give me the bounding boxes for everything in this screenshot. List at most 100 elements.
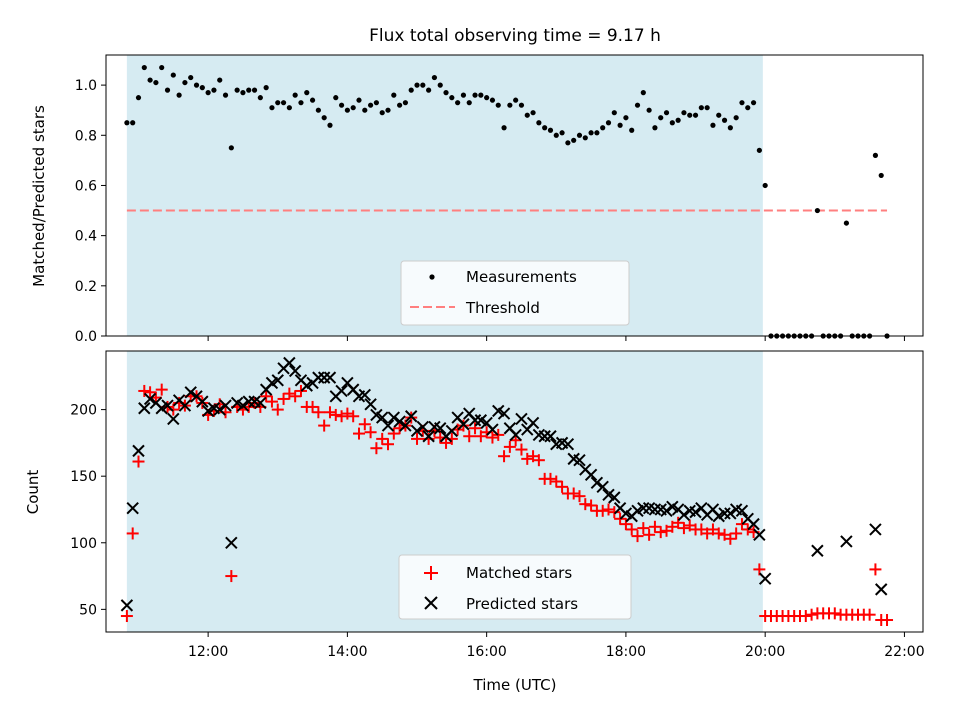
measurement-point <box>280 100 287 106</box>
matched-star-point <box>619 518 632 531</box>
matched-star-point <box>579 498 592 511</box>
measurement-point <box>397 102 403 108</box>
matched-star-point <box>648 520 661 533</box>
matched-star-point <box>753 563 766 576</box>
top-y-ticks: 0.0 0.2 0.4 0.6 0.8 1.0 <box>75 78 106 345</box>
measurement-point <box>373 100 379 106</box>
predicted-star-point <box>399 419 412 432</box>
matched-star-point <box>155 383 168 396</box>
matched-star-point <box>643 528 656 541</box>
measurement-point <box>240 90 246 96</box>
predicted-star-point <box>405 410 418 423</box>
bottom-panel: 50 100 150 200 12:00 14:00 16:00 18:00 20:00 22:… <box>24 350 925 694</box>
measurement-point <box>292 92 298 98</box>
matched-star-point <box>602 503 615 516</box>
predicted-star-point <box>161 399 174 412</box>
matched-star-point <box>503 440 516 453</box>
predicted-star-point <box>254 396 267 410</box>
measurement-point <box>652 125 658 131</box>
matched-star-point <box>741 523 754 536</box>
predicted-star-point <box>381 419 395 432</box>
predicted-star-point <box>486 423 499 436</box>
matched-star-point <box>341 407 354 420</box>
predicted-star-point <box>242 395 255 408</box>
predicted-star-point <box>648 503 662 516</box>
matched-star-point <box>294 384 307 397</box>
measurement-point <box>542 125 548 131</box>
matched-star-point <box>828 607 841 620</box>
measurement-point <box>246 87 252 93</box>
measurement-point <box>286 105 292 111</box>
matched-star-point <box>469 422 482 435</box>
measurement-point <box>327 122 333 128</box>
predicted-star-point <box>544 430 557 443</box>
measurement-point <box>733 115 739 121</box>
measurement-point <box>507 102 513 108</box>
measurement-point <box>617 122 623 128</box>
matched-star-point <box>654 526 667 539</box>
measurement-point <box>692 112 699 118</box>
measurement-point <box>356 97 362 103</box>
predicted-star-point <box>323 371 337 384</box>
bottom-y-ticks: 50 100 150 200 <box>70 403 106 618</box>
bottom-legend: Matched stars Predicted stars <box>398 554 632 620</box>
measurement-point <box>518 102 525 108</box>
y-tick-label: 150 <box>70 469 97 485</box>
matched-star-point <box>329 408 342 421</box>
predicted-star-point <box>660 504 673 518</box>
measurement-point <box>582 135 588 141</box>
predicted-stars-points <box>120 356 888 612</box>
measurement-point <box>124 120 130 126</box>
matched-star-point <box>347 410 360 423</box>
predicted-stars-legend-marker <box>424 596 438 610</box>
measurement-point <box>437 82 443 88</box>
measurement-point <box>559 130 565 136</box>
predicted-star-point <box>497 407 511 420</box>
measurement-point <box>478 92 484 98</box>
measurement-point <box>147 77 153 83</box>
top-panel: 0.0 0.2 0.4 0.6 0.8 1.0 Matched/Predicted sta… <box>30 54 924 345</box>
y-tick-label: 50 <box>79 602 97 618</box>
measurement-point <box>716 112 722 118</box>
predicted-star-point <box>364 398 377 411</box>
predicted-star-point <box>434 422 447 435</box>
matched-star-point <box>144 386 157 399</box>
measurement-point <box>362 107 368 113</box>
matched-star-point <box>411 432 424 445</box>
threshold-legend-label: Threshold <box>465 299 540 317</box>
measurement-point <box>333 95 339 101</box>
measurement-point <box>431 74 438 81</box>
predicted-star-point <box>608 491 621 504</box>
measurement-point <box>269 105 275 111</box>
predicted-star-point <box>312 371 325 384</box>
measurement-point <box>553 132 559 138</box>
y-tick-label: 0.4 <box>75 229 97 245</box>
measurement-point <box>408 87 414 93</box>
x-tick-label: 22:00 <box>884 644 924 660</box>
measurement-point <box>640 90 646 96</box>
measurement-point <box>530 110 536 116</box>
matched-star-point <box>573 490 586 503</box>
measurement-point <box>623 115 629 121</box>
measurement-point <box>182 79 188 86</box>
x-tick-label: 14:00 <box>327 644 367 660</box>
measurement-point <box>588 130 594 136</box>
measurement-point <box>426 87 432 93</box>
predicted-star-point <box>538 430 551 443</box>
predicted-star-point <box>689 505 702 519</box>
predicted-star-point <box>178 399 192 412</box>
predicted-star-point <box>561 438 575 451</box>
matched-star-point <box>672 516 685 529</box>
measurement-point <box>315 107 321 113</box>
y-tick-label: 100 <box>70 536 97 552</box>
matched-star-point <box>323 406 336 419</box>
measurement-point <box>298 100 304 106</box>
predicted-star-point <box>445 424 459 438</box>
predicted-star-point <box>213 403 226 416</box>
matched-star-point <box>805 608 818 621</box>
measurements-legend-label: Measurements <box>466 268 577 286</box>
measurement-point <box>141 64 147 71</box>
measurement-point <box>843 220 850 226</box>
top-legend-box <box>400 260 630 326</box>
measurement-point <box>385 107 391 113</box>
